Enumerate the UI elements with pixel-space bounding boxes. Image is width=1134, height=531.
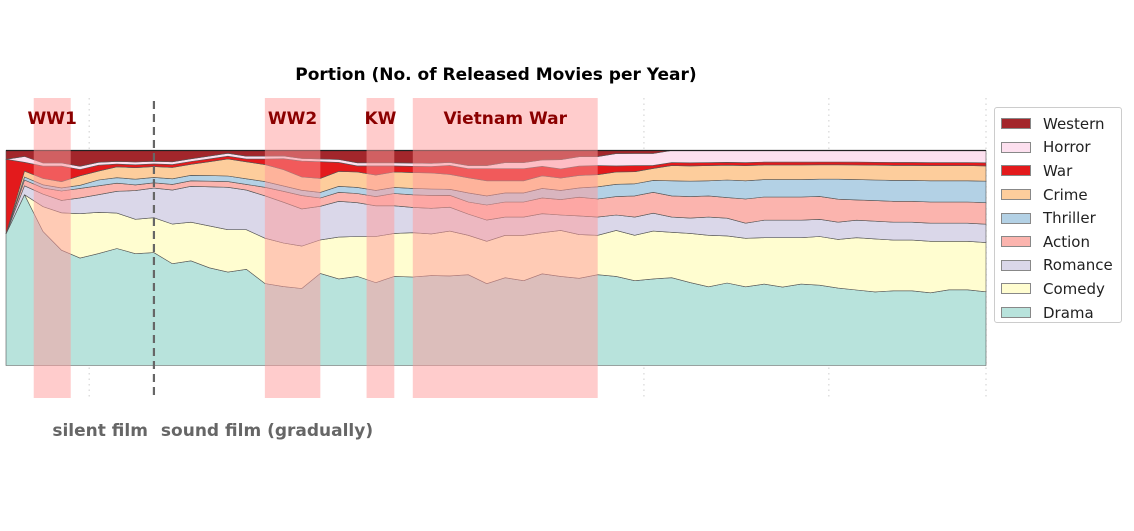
period-label: WW2 (268, 109, 317, 129)
legend-item-horror: Horror (1001, 136, 1121, 160)
legend-item-comedy: Comedy (1001, 277, 1121, 301)
period-label: Vietnam War (443, 109, 567, 129)
period-label: WW1 (28, 109, 77, 129)
period-band (366, 98, 395, 398)
legend-swatch (1001, 141, 1031, 153)
legend-label: Romance (1043, 256, 1113, 275)
legend-swatch (1001, 283, 1031, 295)
legend-label: Thriller (1043, 209, 1096, 228)
period-band (264, 98, 321, 398)
legend-label: Action (1043, 232, 1090, 251)
legend-item-drama: Drama (1001, 301, 1121, 325)
legend-swatch (1001, 307, 1031, 319)
war-periods (33, 98, 598, 398)
legend-item-western: Western (1001, 112, 1121, 136)
legend-swatch (1001, 212, 1031, 224)
legend: Western Horror War Crime Thriller Action Roman… (994, 107, 1122, 323)
legend-item-romance: Romance (1001, 254, 1121, 278)
legend-label: Crime (1043, 185, 1088, 204)
period-band (412, 98, 598, 398)
legend-item-war: War (1001, 159, 1121, 183)
legend-label: Western (1043, 114, 1105, 133)
sound-film-label: sound film (gradually) (161, 421, 373, 441)
legend-item-crime: Crime (1001, 183, 1121, 207)
legend-label: Drama (1043, 303, 1094, 322)
legend-item-thriller: Thriller (1001, 206, 1121, 230)
legend-label: Comedy (1043, 279, 1105, 298)
legend-label: War (1043, 161, 1073, 180)
period-band (33, 98, 71, 398)
legend-swatch (1001, 259, 1031, 271)
silent-film-label: silent film (52, 421, 148, 441)
legend-item-action: Action (1001, 230, 1121, 254)
legend-label: Horror (1043, 138, 1091, 157)
legend-swatch (1001, 118, 1031, 130)
war-period-labels: WW1 WW2 KW Vietnam War (28, 109, 568, 129)
period-label: KW (364, 109, 396, 129)
legend-swatch (1001, 165, 1031, 177)
legend-swatch (1001, 189, 1031, 201)
chart-title: Portion (No. of Released Movies per Year… (295, 65, 696, 85)
legend-swatch (1001, 236, 1031, 248)
